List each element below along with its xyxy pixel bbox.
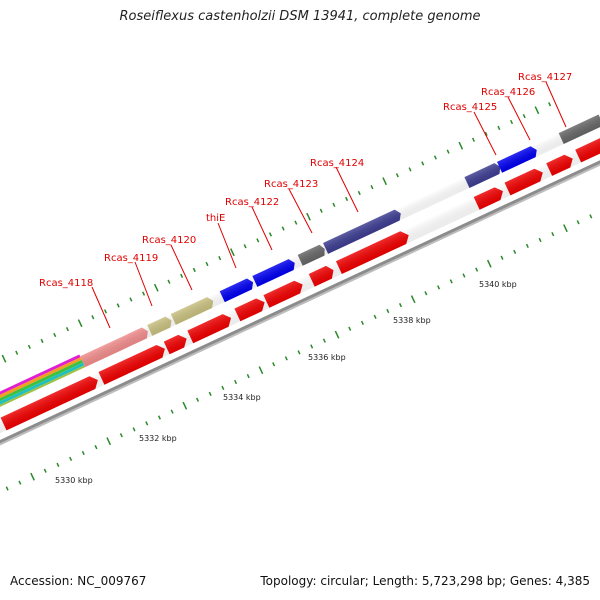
scale-ticks (5, 214, 593, 491)
scale-label: 5330 kbp (55, 476, 93, 485)
cds-arrow (163, 334, 187, 355)
scale-label: 5334 kbp (223, 393, 261, 402)
gene-label: Rcas_4118 (39, 278, 93, 289)
genome-info-text: Topology: circular; Length: 5,723,298 bp… (260, 574, 590, 588)
cog-feature-blue (219, 278, 254, 303)
cds-arrow (234, 298, 265, 322)
gene-label: Rcas_4123 (264, 179, 318, 190)
cog-feature-navy (464, 163, 501, 188)
cog-feature-grey (558, 114, 600, 145)
cog-feature-blue (497, 146, 537, 173)
genome-backbone (0, 152, 600, 453)
gene-label: Rcas_4124 (310, 158, 364, 169)
genome-backbone-shadow (0, 155, 600, 453)
cds-arrow (473, 187, 503, 210)
gene-label: Rcas_4127 (518, 72, 572, 83)
scale-label: 5336 kbp (308, 353, 346, 362)
cds-arrow (308, 265, 334, 287)
scale-labels: 5330 kbp 5332 kbp 5334 kbp 5336 kbp 5338… (55, 280, 517, 485)
cog-feature-olive (147, 316, 172, 336)
gene-label: Rcas_4119 (104, 253, 158, 264)
label-leaders (91, 81, 567, 329)
scale-label: 5332 kbp (139, 434, 177, 443)
map-title: Roseiflexus castenholzii DSM 13941, comp… (119, 9, 481, 24)
upper-ticks (1, 102, 552, 363)
gene-label: thiE (206, 213, 225, 224)
scale-label: 5340 kbp (479, 280, 517, 289)
cds-arrow (575, 134, 600, 163)
cog-feature-grey (297, 244, 325, 266)
cog-feature-olive (170, 297, 214, 325)
cds-arrow (546, 154, 573, 176)
accession-text: Accession: NC_009767 (10, 574, 147, 588)
gene-label: Rcas_4126 (481, 87, 535, 98)
cog-feature-blue (252, 259, 295, 287)
gene-labels: Rcas_4118 Rcas_4119 Rcas_4120 thiE Rcas_… (39, 72, 572, 289)
scale-label: 5338 kbp (393, 316, 431, 325)
map-track (0, 102, 600, 491)
gene-label: Rcas_4125 (443, 102, 497, 113)
gene-label: Rcas_4120 (142, 235, 196, 246)
gene-label: Rcas_4122 (225, 197, 279, 208)
